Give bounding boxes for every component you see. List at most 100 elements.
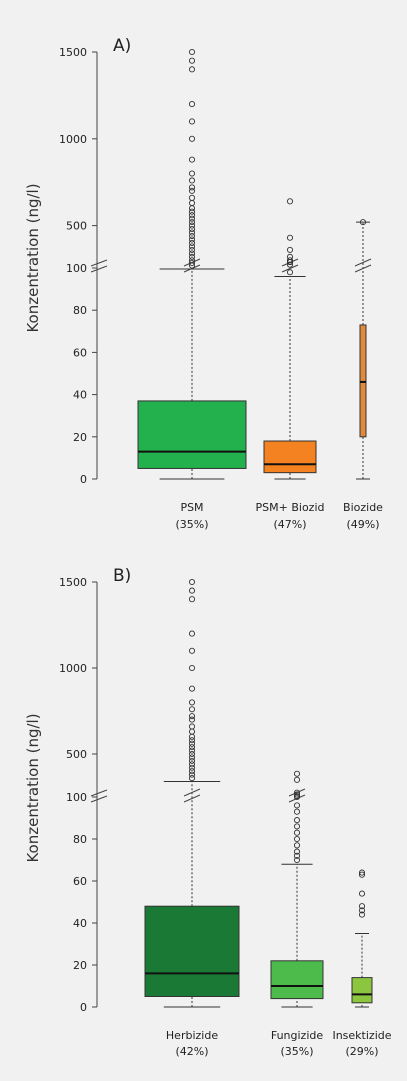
category-label: Fungizide	[271, 1029, 324, 1042]
y-tick-label: 80	[73, 833, 87, 846]
outlier-point	[188, 744, 196, 751]
category-label: PSM+ Biozid	[256, 501, 325, 514]
category-percent: (29%)	[345, 1045, 378, 1058]
outlier-point	[188, 757, 196, 764]
outlier-point	[188, 236, 196, 243]
outlier-point	[188, 713, 196, 720]
outlier-point	[188, 199, 196, 207]
y-axis-label: Konzentration (ng/l)	[24, 713, 42, 862]
outlier-point	[188, 187, 196, 194]
whisker-break-mark	[183, 788, 201, 797]
axis-break-mark	[90, 259, 108, 267]
outlier-point	[293, 802, 301, 809]
outlier-point	[188, 239, 196, 247]
outlier-point	[293, 789, 301, 796]
outlier-point	[188, 685, 196, 692]
outlier-point	[188, 771, 196, 778]
outlier-point	[293, 856, 301, 864]
outlier-point	[293, 842, 301, 849]
y-axis-label: Konzentration (ng/l)	[24, 183, 42, 332]
outlier-point	[188, 243, 196, 250]
outlier-point	[188, 578, 196, 586]
outlier-point	[286, 198, 294, 205]
outlier-point	[188, 775, 196, 782]
iqr-box	[359, 324, 367, 438]
outlier-point	[188, 596, 196, 603]
outlier-point	[188, 740, 196, 747]
iqr-box	[137, 400, 247, 469]
box-biozide: Biozide (49%)	[343, 219, 383, 531]
outlier-point	[188, 630, 196, 637]
outlier-point	[188, 66, 196, 73]
outlier-point	[188, 664, 196, 672]
category-label: Insektizide	[332, 1029, 391, 1042]
axis-break-mark	[90, 789, 108, 797]
outlier-point	[286, 261, 294, 268]
outlier-point	[188, 764, 196, 771]
outlier-point	[188, 246, 196, 253]
outlier-point	[188, 215, 196, 222]
category-percent: (47%)	[273, 518, 306, 531]
outlier-point	[188, 706, 196, 713]
outlier-point	[358, 869, 366, 876]
outlier-point	[358, 871, 366, 878]
outlier-point	[188, 135, 196, 142]
panel-label: A)	[113, 36, 131, 56]
outlier-point	[188, 177, 196, 184]
box-psm: PSM (35%)	[137, 48, 247, 531]
y-tick-label: 20	[73, 959, 87, 972]
iqr-box	[351, 977, 373, 1004]
category-label: PSM	[180, 501, 203, 514]
iqr-box	[144, 905, 240, 998]
outlier-point	[358, 890, 366, 897]
outlier-point	[188, 222, 196, 229]
whisker-break-mark	[288, 788, 306, 797]
outlier-point	[188, 728, 196, 735]
outlier-point	[188, 250, 196, 257]
outlier-point	[293, 848, 301, 855]
outlier-point	[286, 257, 294, 264]
outlier-point	[293, 776, 301, 783]
outlier-point	[188, 170, 196, 177]
outlier-point	[286, 269, 294, 276]
outlier-point	[293, 852, 301, 859]
outlier-point	[188, 253, 196, 260]
outlier-point	[286, 253, 294, 260]
outlier-point	[188, 716, 196, 723]
box-insektizide: Insektizide (29%)	[332, 869, 392, 1058]
axis-break-mark	[90, 265, 108, 273]
outlier-point	[188, 205, 196, 212]
y-tick-label: 40	[73, 389, 87, 402]
outlier-point	[188, 750, 196, 758]
whisker-break-mark	[354, 264, 372, 273]
category-percent: (42%)	[175, 1045, 208, 1058]
iqr-box	[263, 440, 317, 474]
outlier-point	[188, 647, 196, 654]
outlier-point	[188, 219, 196, 226]
whisker-break-mark	[354, 258, 372, 267]
outlier-point	[188, 212, 196, 219]
y-tick-label: 80	[73, 304, 87, 317]
outlier-point	[188, 226, 196, 233]
outlier-point	[293, 793, 301, 800]
y-tick-label: 500	[66, 220, 87, 233]
outlier-point	[286, 246, 294, 253]
outlier-point	[188, 229, 196, 236]
y-tick-label: 500	[66, 748, 87, 761]
outlier-point	[188, 733, 196, 740]
outlier-point	[293, 791, 301, 798]
box-fungizide: Fungizide (35%)	[270, 770, 324, 1058]
y-tick-label: 40	[73, 917, 87, 930]
category-percent: (35%)	[175, 518, 208, 531]
outlier-point	[359, 219, 367, 226]
y-tick-label: 60	[73, 346, 87, 359]
outlier-point	[188, 754, 196, 761]
panel-label: B)	[113, 566, 131, 586]
outlier-point	[293, 835, 301, 843]
outlier-point	[293, 817, 301, 824]
outlier-point	[293, 808, 301, 815]
whisker-break-mark	[183, 794, 201, 803]
box-herbizide: Herbizide (42%)	[144, 578, 240, 1058]
y-tick-label: 0	[80, 473, 87, 486]
